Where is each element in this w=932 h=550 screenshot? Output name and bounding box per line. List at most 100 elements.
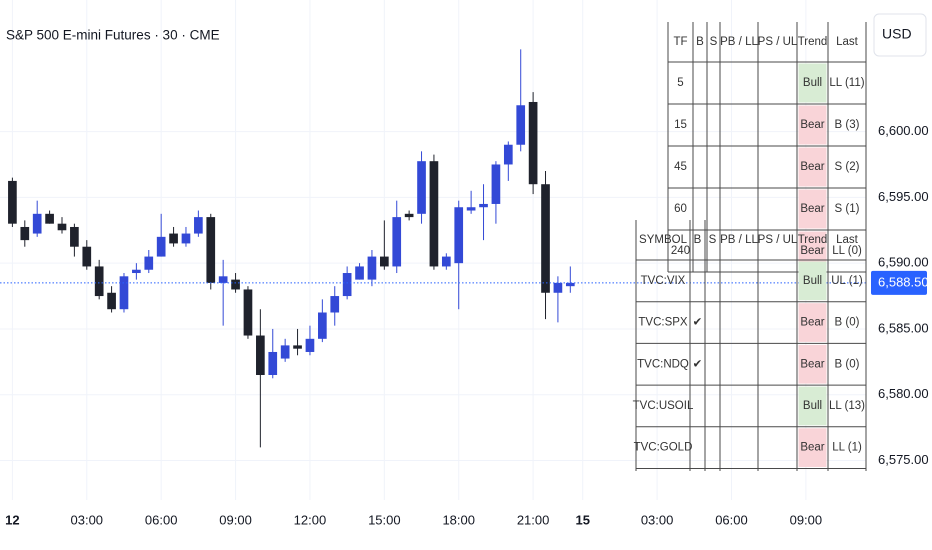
- table-header: PS / UL: [758, 36, 798, 48]
- trend-cell: [798, 147, 827, 187]
- candle-body: [318, 312, 327, 339]
- table-header: PS / UL: [758, 234, 798, 246]
- trend-cell: [798, 261, 827, 301]
- x-tick-label: 15: [575, 512, 589, 527]
- table-cell: TVC:SPX: [638, 317, 688, 329]
- table-header: Last: [836, 36, 859, 48]
- candle-body: [429, 161, 439, 267]
- table-header: TF: [673, 36, 687, 48]
- candle-body: [243, 289, 253, 336]
- candle-body: [8, 180, 17, 224]
- table-cell: TVC:USOIL: [633, 400, 694, 412]
- candle-body: [20, 226, 30, 241]
- candle-body: [256, 335, 265, 375]
- candle-body: [194, 217, 203, 234]
- table-cell: S (2): [835, 161, 860, 173]
- table-cell: TVC:NDQ: [637, 358, 689, 370]
- candle-body: [565, 282, 575, 287]
- x-tick-label: 18:00: [442, 512, 475, 527]
- candle-body: [392, 217, 402, 267]
- last-price-box: [871, 270, 927, 295]
- trend-cell: [798, 428, 827, 467]
- trend-cell: [798, 386, 827, 426]
- candle-body: [218, 276, 228, 283]
- y-tick-label: 6,590.00: [878, 255, 929, 270]
- table-header: B: [696, 36, 704, 48]
- table-header: S: [710, 36, 718, 48]
- trend-label: Bear: [800, 317, 824, 329]
- table-cell: TVC:VIX: [641, 275, 686, 287]
- candle-body: [268, 351, 278, 375]
- table-header: Trend: [798, 234, 828, 246]
- last-price-label: 6,588.50: [878, 274, 929, 289]
- x-tick-label: 12:00: [294, 512, 327, 527]
- candle-body: [107, 292, 116, 310]
- candle-body: [45, 213, 54, 224]
- table-cell: S (1): [835, 203, 860, 215]
- candle-body: [231, 279, 240, 290]
- candle-body: [156, 236, 166, 257]
- currency[interactable]: USD: [882, 26, 912, 42]
- candle-body: [132, 269, 141, 274]
- candle-body: [491, 164, 501, 204]
- candle-body: [528, 101, 538, 185]
- trend-cell: [798, 344, 827, 384]
- candle-body: [503, 144, 513, 165]
- candle-body: [305, 338, 315, 352]
- x-tick-label: 21:00: [517, 512, 550, 527]
- x-tick-label: 15:00: [368, 512, 401, 527]
- trend-label: Bear: [800, 442, 824, 454]
- trend-cell: [798, 105, 827, 145]
- table-header: PB / LL: [720, 234, 758, 246]
- x-tick-label: 06:00: [145, 512, 178, 527]
- candle-body: [94, 266, 104, 297]
- y-tick-label: 6,575.00: [878, 452, 929, 467]
- candle-body: [32, 213, 42, 234]
- table-cell: B (0): [835, 358, 860, 370]
- candle-body: [82, 246, 92, 267]
- table-header: S: [709, 234, 717, 246]
- trend-cell: [798, 63, 827, 103]
- candle-body: [144, 256, 154, 270]
- table-cell: TVC:GOLD: [634, 442, 693, 454]
- candle-body: [181, 233, 191, 244]
- candle-body: [330, 296, 340, 313]
- candle-body: [70, 226, 79, 247]
- candle-body: [553, 282, 563, 293]
- candle-body: [293, 345, 302, 349]
- y-tick-label: 6,600.00: [878, 123, 929, 138]
- candles: [8, 49, 575, 448]
- table-cell: LL (1): [832, 442, 862, 454]
- candle-body: [466, 207, 476, 211]
- candle-body: [541, 184, 550, 293]
- table-header: Last: [836, 234, 859, 246]
- table-cell: LL (11): [829, 77, 864, 89]
- candle-body: [454, 207, 464, 264]
- trend-label: Bear: [800, 358, 824, 370]
- table-cell: LL (13): [829, 400, 865, 412]
- trend-label: Bull: [803, 77, 822, 89]
- table-cell: 45: [674, 161, 687, 173]
- trend-label: Bear: [800, 245, 824, 257]
- table-cell: ✔: [693, 317, 703, 329]
- candle-body: [479, 203, 488, 208]
- candle-body: [367, 256, 377, 280]
- trend-cell: [798, 303, 827, 342]
- candle-body: [516, 105, 526, 145]
- candle-body: [206, 217, 216, 283]
- candle-body: [355, 266, 364, 280]
- table-cell: LL (0): [832, 245, 862, 257]
- trend-label: Bull: [803, 275, 822, 287]
- trend-label: Bear: [800, 203, 824, 215]
- candle-body: [119, 276, 129, 310]
- trend-cell: [798, 189, 827, 229]
- candle-body: [57, 223, 67, 231]
- table-cell: ✔: [693, 358, 703, 370]
- table-header: SYMBOL: [639, 234, 688, 246]
- currency-box[interactable]: [873, 13, 927, 57]
- table-header: B: [694, 234, 702, 246]
